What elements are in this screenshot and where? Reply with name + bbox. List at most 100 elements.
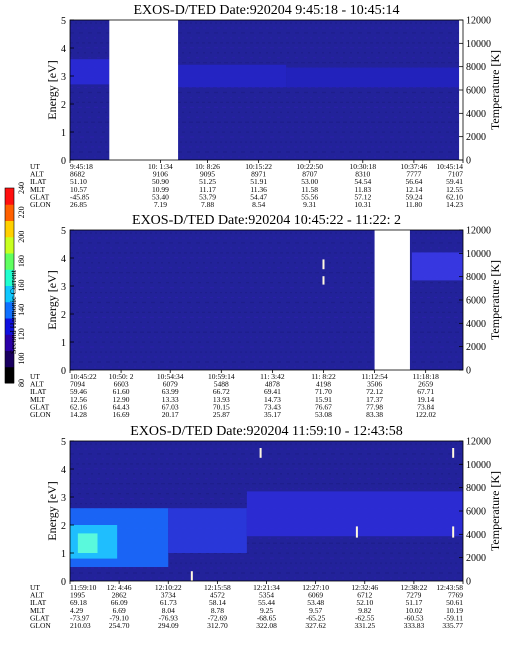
table-cell: -59.11 xyxy=(444,613,463,622)
y-tick-label: 4 xyxy=(61,254,66,265)
colorbar-tick-label: 120 xyxy=(17,328,26,340)
y-tick-label: 0 xyxy=(61,156,66,167)
table-cell: 8310 xyxy=(355,170,370,179)
table-cell: 6069 xyxy=(308,591,323,600)
panel-title: EXOS-D/TED Date:920204 9:45:18 - 10:45:1… xyxy=(134,3,400,18)
table-cell: -45.85 xyxy=(70,192,90,201)
table-row-label: UT xyxy=(30,372,40,381)
y-tick-label: 3 xyxy=(61,72,66,83)
spectrogram-panel-2: EXOS-D/TED Date:920204 10:45:22 - 11:22:… xyxy=(30,213,502,419)
data-spike xyxy=(322,259,325,270)
data-spike xyxy=(322,276,325,285)
table-cell: -73.97 xyxy=(70,613,90,622)
table-cell: 53.79 xyxy=(199,192,216,201)
table-cell: 11:18:18 xyxy=(412,372,439,381)
table-cell: 71.70 xyxy=(315,387,332,396)
y2-tick-label: 6000 xyxy=(466,296,486,307)
table-row-label: GLAT xyxy=(30,402,50,411)
table-cell: 10:37:46 xyxy=(401,162,428,171)
table-cell: 11:59:10 xyxy=(70,583,97,592)
table-cell: 53.48 xyxy=(307,598,324,607)
table-cell: 69.41 xyxy=(264,387,281,396)
table-cell: 26.85 xyxy=(70,200,87,209)
table-cell: 76.67 xyxy=(315,402,332,411)
table-cell: 12.14 xyxy=(405,185,422,194)
energy-band xyxy=(168,508,247,553)
table-cell: 9:45:18 xyxy=(70,162,93,171)
spectrogram-panel-3: EXOS-D/TED Date:920204 11:59:10 - 12:43:… xyxy=(30,424,502,630)
colorbar-swatch xyxy=(5,285,14,303)
colorbar-swatch xyxy=(5,350,14,368)
table-row-label: MLT xyxy=(30,606,46,615)
table-cell: 12:21:34 xyxy=(253,583,280,592)
table-cell: 8.78 xyxy=(211,606,224,615)
table-cell: -68.65 xyxy=(257,613,277,622)
energy-band xyxy=(70,59,110,85)
table-cell: 2659 xyxy=(418,380,433,389)
table-cell: 54.54 xyxy=(354,177,371,186)
y2-axis-label: Temperature [K] xyxy=(488,50,502,130)
table-cell: 50.90 xyxy=(152,177,169,186)
table-cell: 61.60 xyxy=(113,387,130,396)
energy-band xyxy=(246,491,463,537)
table-cell: 11: 3:42 xyxy=(260,372,285,381)
y-tick-label: 0 xyxy=(61,577,66,588)
table-cell: 12:15:58 xyxy=(204,583,231,592)
table-cell: 4878 xyxy=(265,380,280,389)
y2-tick-label: 8000 xyxy=(466,62,486,73)
data-gap xyxy=(109,20,179,160)
table-cell: -60.53 xyxy=(404,613,424,622)
table-cell: 13.93 xyxy=(213,395,230,404)
table-cell: 66.72 xyxy=(213,387,230,396)
y-tick-label: 4 xyxy=(61,465,66,476)
y-axis-label: Energy [eV] xyxy=(45,270,59,329)
table-cell: 331.25 xyxy=(354,621,375,630)
table-cell: 56.64 xyxy=(405,177,422,186)
y-tick-label: 3 xyxy=(61,493,66,504)
table-cell: 15.91 xyxy=(315,395,332,404)
table-row-label: MLT xyxy=(30,395,46,404)
colorbar-swatches xyxy=(4,187,15,384)
table-cell: 312.70 xyxy=(207,621,228,630)
table-cell: 210.03 xyxy=(70,621,91,630)
y2-tick-label: 12000 xyxy=(466,437,491,448)
table-cell: 10.19 xyxy=(446,606,463,615)
table-cell: 35.17 xyxy=(264,410,281,419)
table-cell: 51.91 xyxy=(250,177,267,186)
colorbar-swatch xyxy=(5,188,14,205)
y2-tick-label: 0 xyxy=(466,577,471,588)
panel-title: EXOS-D/TED Date:920204 11:59:10 - 12:43:… xyxy=(130,424,402,439)
table-cell: 10.99 xyxy=(152,185,169,194)
colorbar-swatch xyxy=(5,318,14,335)
colorbar-swatch xyxy=(5,334,14,351)
y2-tick-label: 0 xyxy=(466,366,471,377)
table-cell: 12:38:22 xyxy=(401,583,428,592)
y2-tick-label: 2000 xyxy=(466,342,486,353)
table-cell: 10.02 xyxy=(405,606,422,615)
table-cell: 4.29 xyxy=(70,606,83,615)
panel-title: EXOS-D/TED Date:920204 10:45:22 - 11:22:… xyxy=(132,213,401,228)
table-row-label: ALT xyxy=(30,591,44,600)
y2-tick-label: 10000 xyxy=(466,249,491,260)
colorbar-swatch xyxy=(5,253,14,270)
table-cell: 53.40 xyxy=(152,192,169,201)
table-cell: 11.80 xyxy=(406,200,423,209)
data-spike xyxy=(452,448,455,458)
table-cell: -72.69 xyxy=(208,613,228,622)
y2-tick-label: 2000 xyxy=(466,553,486,564)
table-cell: 59.24 xyxy=(405,192,422,201)
table-cell: 8971 xyxy=(251,170,266,179)
table-cell: 8682 xyxy=(70,170,85,179)
y-axis-label: Energy [eV] xyxy=(45,60,59,119)
table-cell: 11.17 xyxy=(199,185,216,194)
table-cell: 54.47 xyxy=(250,192,267,201)
y2-tick-label: 8000 xyxy=(466,272,486,283)
data-spike xyxy=(190,571,193,581)
y2-tick-label: 8000 xyxy=(466,483,486,494)
table-cell: 10.57 xyxy=(70,185,87,194)
table-cell: 67.03 xyxy=(162,402,179,411)
y2-axis-label: Temperature [K] xyxy=(488,471,502,551)
table-cell: 14.73 xyxy=(264,395,281,404)
table-cell: 10.31 xyxy=(354,200,371,209)
table-cell: 11.36 xyxy=(250,185,267,194)
